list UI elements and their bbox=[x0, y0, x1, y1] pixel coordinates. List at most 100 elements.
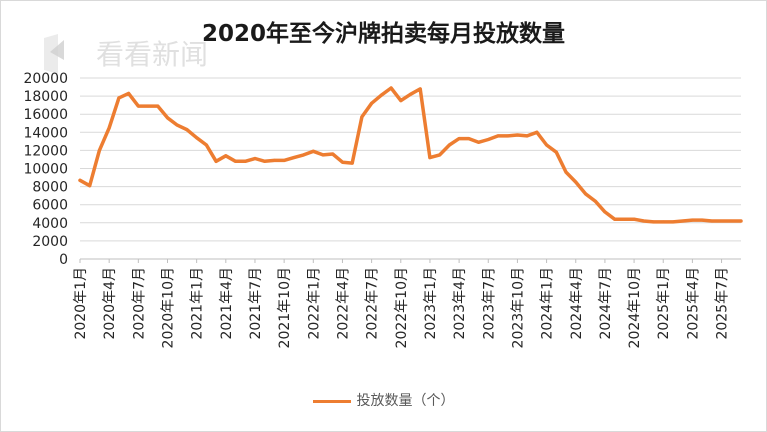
data-point bbox=[311, 149, 315, 153]
data-point bbox=[457, 137, 461, 141]
chart-title: 2020年至今沪牌拍卖每月投放数量 bbox=[201, 21, 565, 47]
x-tick-label: 2021年4月 bbox=[219, 267, 235, 340]
watermark-logo: 看看新闻 bbox=[44, 34, 208, 74]
data-point bbox=[545, 143, 549, 147]
y-tick-label: 2000 bbox=[32, 234, 68, 250]
data-point bbox=[710, 219, 714, 223]
data-point bbox=[175, 123, 179, 127]
x-tick-label: 2022年1月 bbox=[306, 267, 322, 340]
x-tick-label: 2020年7月 bbox=[131, 267, 147, 340]
data-point bbox=[671, 220, 675, 224]
data-point bbox=[690, 218, 694, 222]
data-point bbox=[535, 130, 539, 134]
series-layer bbox=[78, 86, 743, 224]
data-point bbox=[370, 101, 374, 105]
x-tick-label: 2023年1月 bbox=[423, 267, 439, 340]
y-tick-label: 12000 bbox=[23, 143, 68, 159]
x-tick-label: 2022年4月 bbox=[335, 267, 351, 340]
y-axis: 0 2000 4000 6000 8000 10000 12000 14000 16000 180… bbox=[23, 71, 68, 268]
legend: 投放数量（个） bbox=[0, 390, 767, 410]
data-point bbox=[506, 134, 510, 138]
data-point bbox=[642, 219, 646, 223]
data-point bbox=[564, 170, 568, 174]
x-tick-label: 2023年4月 bbox=[452, 267, 468, 340]
data-point bbox=[127, 91, 131, 95]
data-point bbox=[224, 154, 228, 158]
data-point bbox=[428, 156, 432, 160]
data-point bbox=[652, 220, 655, 224]
data-point bbox=[360, 115, 364, 119]
x-tick-label: 2025年7月 bbox=[715, 267, 731, 340]
data-point bbox=[681, 219, 685, 223]
x-tick-label: 2022年10月 bbox=[394, 267, 410, 348]
y-tick-label: 18000 bbox=[23, 89, 68, 105]
data-point bbox=[515, 133, 519, 137]
series-line bbox=[78, 86, 743, 224]
data-point bbox=[195, 136, 199, 140]
data-point bbox=[720, 219, 724, 223]
data-point bbox=[166, 116, 169, 120]
data-point bbox=[302, 153, 306, 157]
data-point bbox=[146, 104, 150, 108]
data-point bbox=[438, 153, 442, 157]
x-tick-label: 2024年10月 bbox=[627, 267, 643, 348]
data-point bbox=[117, 96, 121, 100]
data-point bbox=[214, 159, 218, 163]
data-point bbox=[234, 159, 237, 163]
data-point bbox=[78, 178, 82, 182]
data-point bbox=[613, 217, 617, 221]
x-tick-label: 2025年4月 bbox=[685, 267, 701, 340]
data-point bbox=[418, 87, 422, 91]
data-point bbox=[97, 148, 101, 152]
watermark-text: 看看新闻 bbox=[96, 38, 208, 71]
data-point bbox=[477, 140, 480, 144]
data-point bbox=[292, 156, 296, 160]
data-point bbox=[593, 199, 597, 203]
x-tick-label: 2020年1月 bbox=[73, 267, 89, 340]
data-point bbox=[399, 99, 403, 103]
data-point bbox=[467, 137, 471, 141]
data-point bbox=[661, 220, 665, 224]
data-point bbox=[496, 134, 500, 138]
x-tick-label: 2023年7月 bbox=[481, 267, 497, 340]
x-tick-label: 2023年10月 bbox=[510, 267, 526, 348]
data-point bbox=[321, 153, 325, 157]
data-point bbox=[88, 184, 92, 188]
data-point bbox=[739, 219, 743, 223]
data-point bbox=[486, 138, 490, 141]
data-point bbox=[603, 210, 607, 214]
data-point bbox=[700, 218, 704, 222]
y-tick-label: 14000 bbox=[23, 125, 68, 141]
data-point bbox=[622, 217, 626, 221]
data-point bbox=[574, 180, 578, 184]
x-axis: 2020年1月 2020年4月 2020年7月 2020年10月 2021年1月 2021… bbox=[73, 258, 741, 348]
y-tick-label: 8000 bbox=[32, 180, 68, 196]
data-point bbox=[409, 92, 412, 96]
data-point bbox=[263, 159, 267, 163]
x-tick-label: 2020年10月 bbox=[160, 267, 176, 348]
data-point bbox=[729, 219, 733, 223]
data-point bbox=[379, 93, 383, 97]
x-tick-label: 2024年7月 bbox=[598, 267, 614, 340]
x-tick-label: 2021年10月 bbox=[277, 267, 293, 348]
data-point bbox=[584, 192, 587, 196]
data-point bbox=[632, 217, 636, 221]
gridlines bbox=[80, 77, 741, 260]
data-point bbox=[253, 157, 257, 160]
x-tick-label: 2025年1月 bbox=[656, 267, 672, 340]
data-point bbox=[447, 143, 451, 147]
data-point bbox=[204, 143, 208, 147]
x-tick-label: 2024年1月 bbox=[540, 267, 556, 340]
legend-swatch bbox=[312, 399, 351, 403]
data-point bbox=[136, 104, 140, 108]
data-point bbox=[272, 158, 276, 162]
y-tick-label: 4000 bbox=[32, 216, 68, 232]
data-point bbox=[554, 150, 558, 154]
data-point bbox=[243, 159, 247, 163]
y-tick-label: 0 bbox=[59, 252, 68, 268]
y-tick-label: 20000 bbox=[23, 71, 68, 87]
y-tick-label: 16000 bbox=[23, 107, 68, 123]
data-point bbox=[282, 158, 286, 162]
